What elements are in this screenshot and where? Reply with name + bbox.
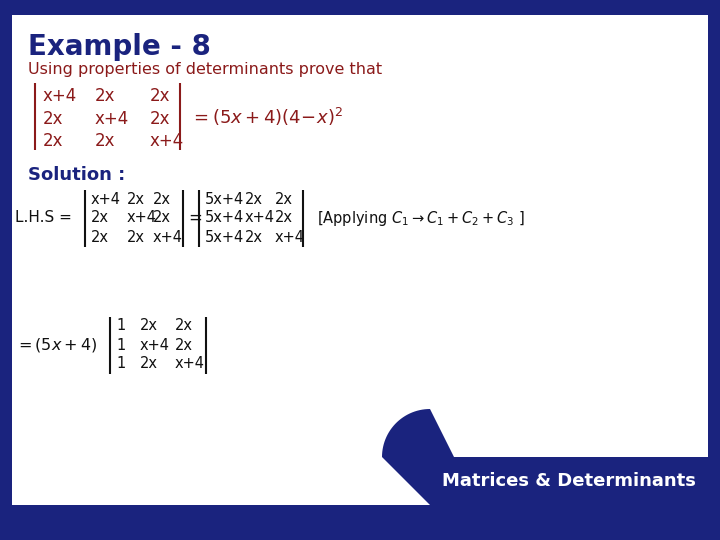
Text: 2x: 2x	[43, 132, 63, 150]
Text: 5x+4: 5x+4	[205, 211, 244, 226]
Text: 1: 1	[116, 338, 125, 353]
Text: 2x: 2x	[175, 319, 193, 334]
Text: Using properties of determinants prove that: Using properties of determinants prove t…	[28, 62, 382, 77]
Text: x+4: x+4	[153, 230, 183, 245]
Text: 2x: 2x	[127, 192, 145, 206]
Text: Example - 8: Example - 8	[28, 33, 211, 61]
Text: x+4: x+4	[150, 132, 184, 150]
Text: 2x: 2x	[127, 230, 145, 245]
Text: 2x: 2x	[153, 211, 171, 226]
FancyBboxPatch shape	[12, 15, 708, 505]
Text: 1: 1	[116, 356, 125, 372]
Text: x+4: x+4	[275, 230, 305, 245]
Text: x+4: x+4	[175, 356, 205, 372]
Text: 2x: 2x	[150, 87, 171, 105]
FancyBboxPatch shape	[430, 457, 708, 505]
Text: x+4: x+4	[127, 211, 157, 226]
Text: 2x: 2x	[245, 230, 263, 245]
Text: 2x: 2x	[275, 192, 293, 206]
Text: 2x: 2x	[140, 356, 158, 372]
Text: x+4: x+4	[43, 87, 77, 105]
Text: x+4: x+4	[140, 338, 170, 353]
Text: $=(5x+4)(4\!-\!x)^{2}$: $=(5x+4)(4\!-\!x)^{2}$	[190, 105, 343, 127]
Text: $[\mathrm{Applying}\ C_1 \rightarrow C_1+C_2+C_3\ ]$: $[\mathrm{Applying}\ C_1 \rightarrow C_1…	[317, 208, 525, 227]
Text: 2x: 2x	[91, 211, 109, 226]
Polygon shape	[382, 409, 478, 505]
Text: 2x: 2x	[275, 211, 293, 226]
Text: 2x: 2x	[43, 110, 63, 128]
Text: 2x: 2x	[140, 319, 158, 334]
Text: L.H.S =: L.H.S =	[15, 211, 72, 226]
Text: 2x: 2x	[153, 192, 171, 206]
Text: 2x: 2x	[150, 110, 171, 128]
Text: Matrices & Determinants: Matrices & Determinants	[442, 472, 696, 490]
Text: Solution :: Solution :	[28, 166, 125, 184]
Text: x+4: x+4	[95, 110, 130, 128]
Text: x+4: x+4	[91, 192, 121, 206]
Text: 2x: 2x	[95, 132, 115, 150]
Text: 2x: 2x	[91, 230, 109, 245]
Text: 2x: 2x	[175, 338, 193, 353]
Text: 2x: 2x	[245, 192, 263, 206]
Text: $=(5x+4)$: $=(5x+4)$	[15, 336, 97, 354]
Text: 1: 1	[116, 319, 125, 334]
Text: 2x: 2x	[95, 87, 115, 105]
Text: 5x+4: 5x+4	[205, 192, 244, 206]
Text: =: =	[188, 209, 202, 227]
Text: 5x+4: 5x+4	[205, 230, 244, 245]
Text: x+4: x+4	[245, 211, 275, 226]
